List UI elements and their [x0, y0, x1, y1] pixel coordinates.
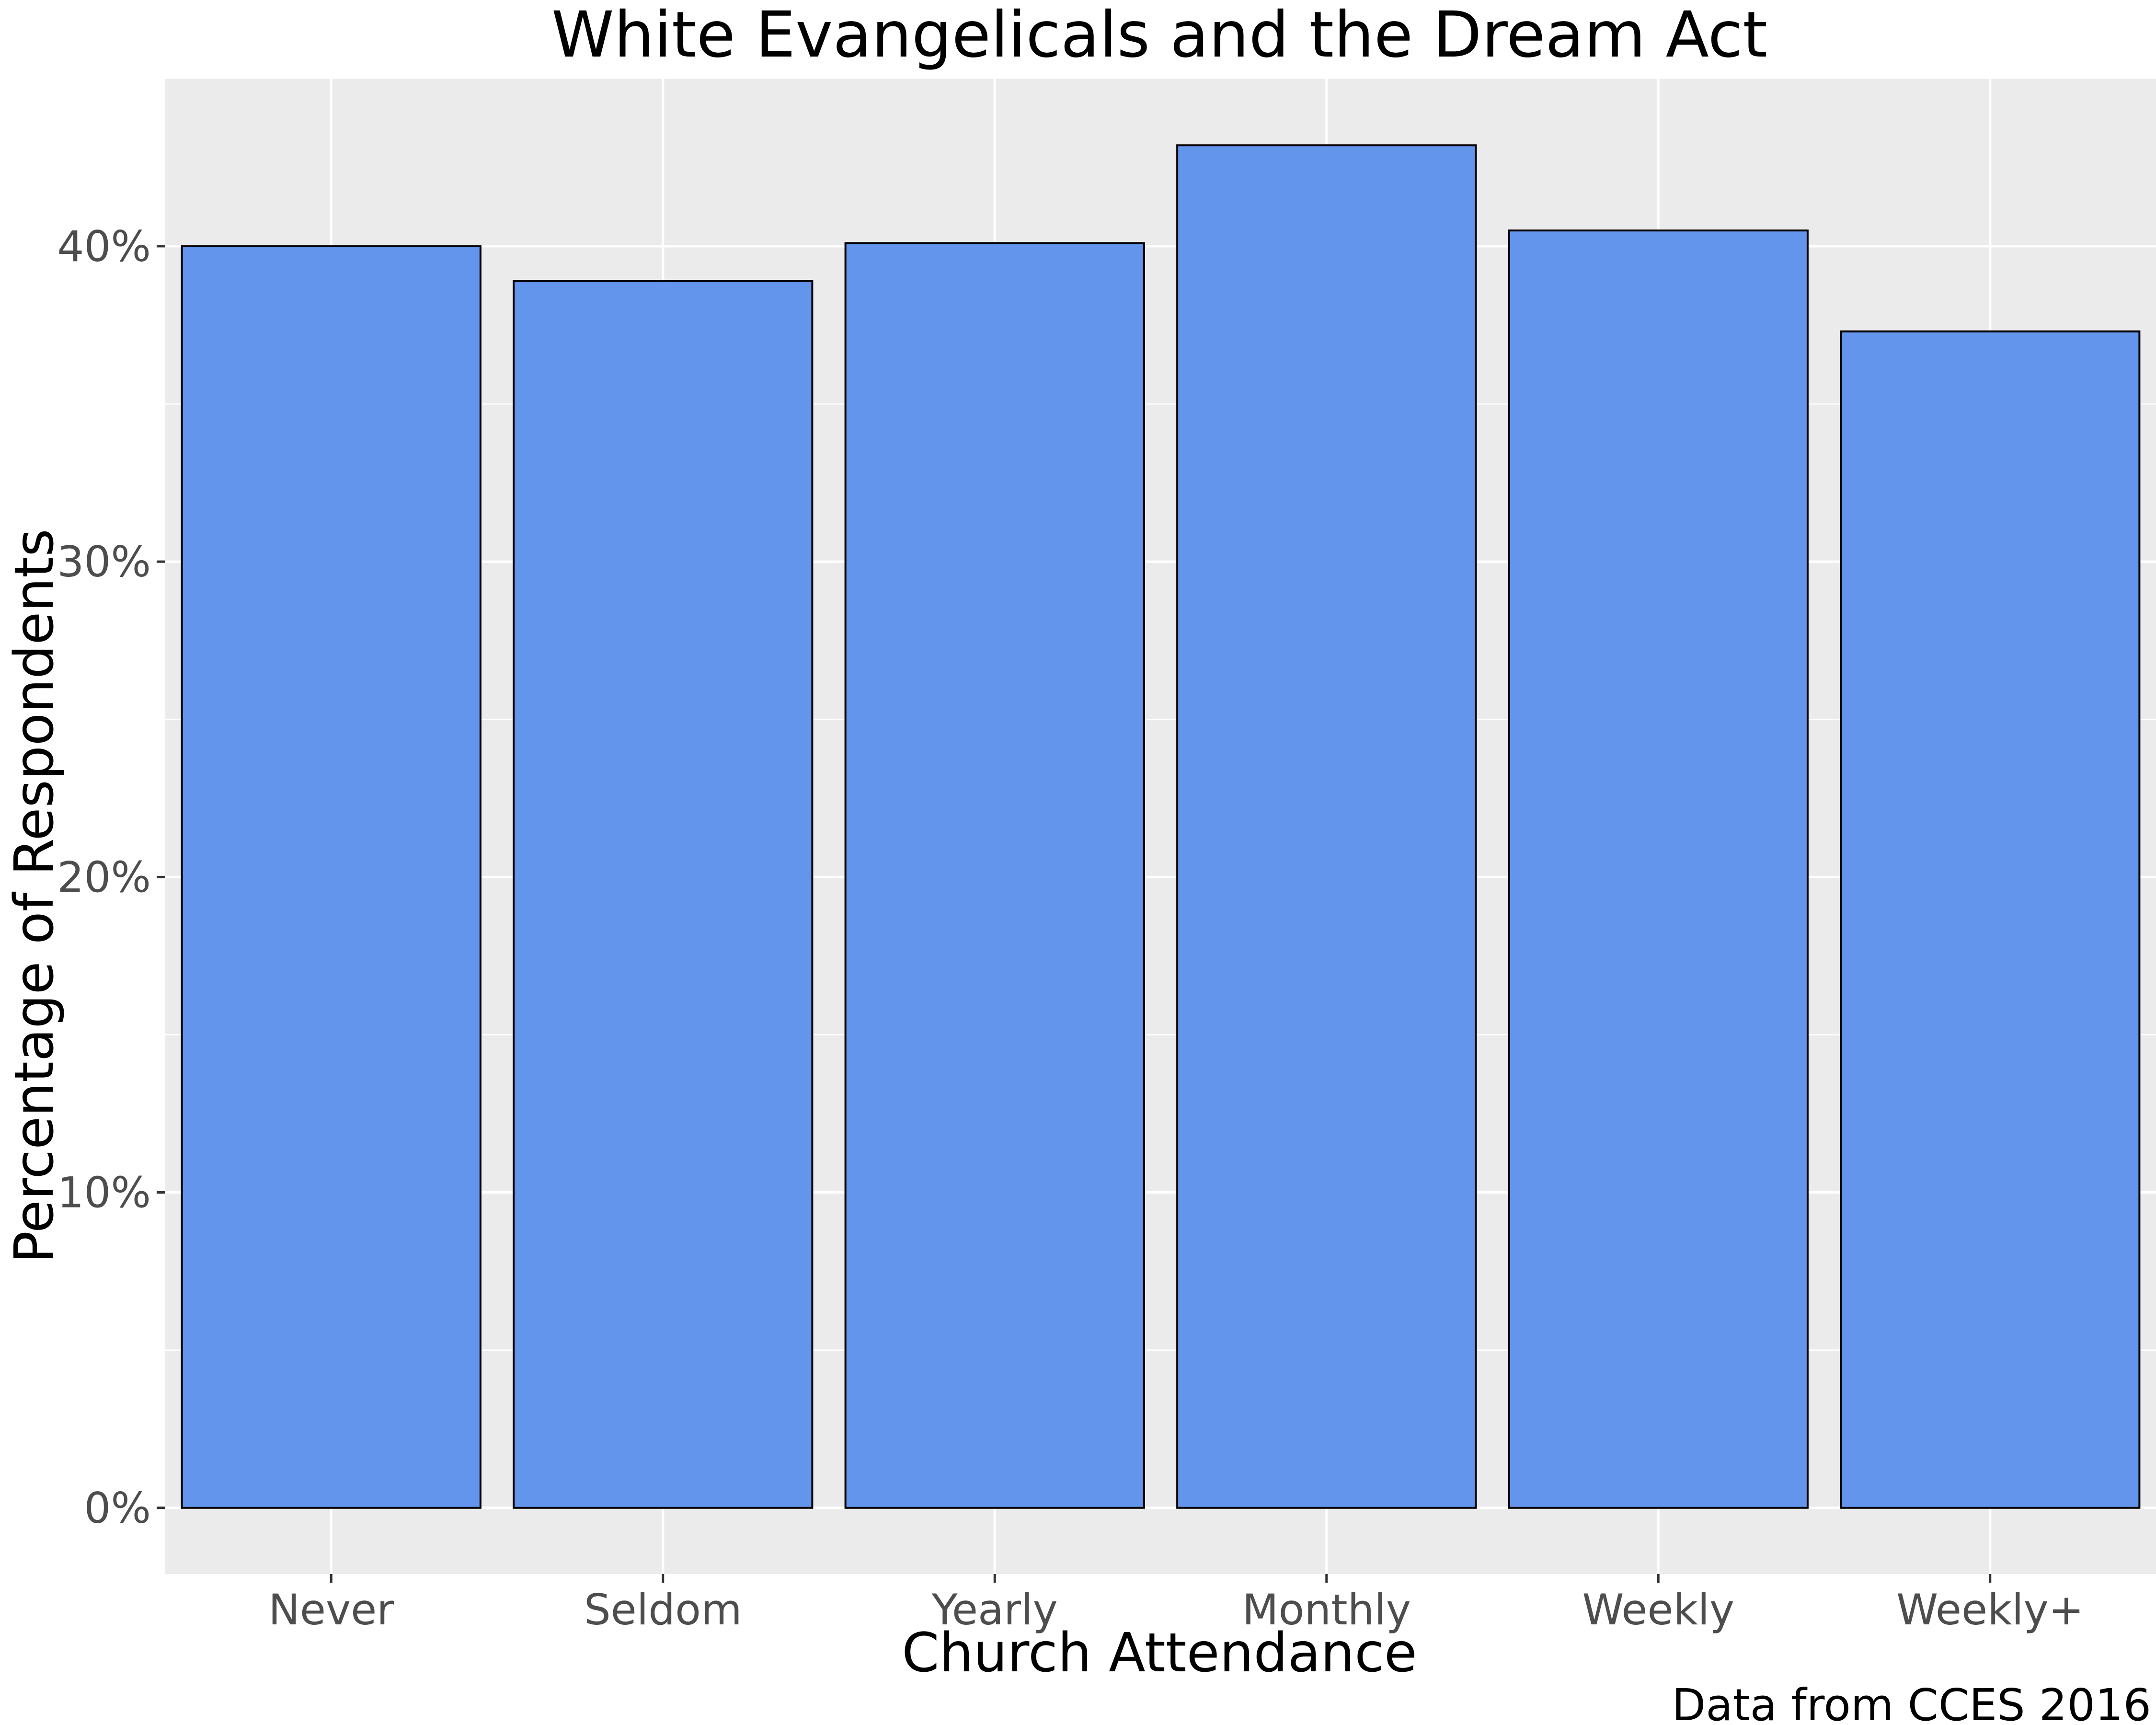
plot-panel: [165, 79, 2156, 1574]
y-axis-ticks: 0% 10% 20% 30% 40%: [57, 222, 165, 1533]
y-tick-label: 30%: [57, 537, 151, 586]
y-tick-label: 20%: [57, 852, 151, 902]
bar-weekly-: [1840, 330, 2141, 1509]
y-axis-title: Percentage of Respondents: [3, 529, 66, 1263]
x-tick-label: Yearly: [931, 1585, 1058, 1634]
bar-seldom: [513, 280, 814, 1509]
y-tick-label: 40%: [57, 222, 151, 271]
bar-never: [181, 245, 482, 1509]
x-tick-label: Seldom: [584, 1585, 742, 1634]
x-tick-label: Weekly: [1582, 1585, 1734, 1634]
bar-weekly: [1508, 229, 1809, 1509]
caption: Data from CCES 2016: [1672, 1679, 2151, 1725]
bar-yearly: [844, 242, 1145, 1509]
x-tick-label: Monthly: [1242, 1585, 1411, 1634]
x-axis-ticks: Never Seldom Yearly Monthly Weekly Weekly+: [268, 1574, 2084, 1634]
x-tick-label: Never: [268, 1585, 394, 1634]
x-axis-title: Church Attendance: [902, 1622, 1417, 1684]
bar-monthly: [1176, 144, 1477, 1509]
y-tick-label: 10%: [57, 1168, 151, 1218]
chart-title: White Evangelicals and the Dream Act: [551, 0, 1767, 72]
y-tick-label: 0%: [84, 1484, 151, 1533]
bars: [181, 144, 2141, 1509]
x-tick-label: Weekly+: [1896, 1585, 2084, 1634]
